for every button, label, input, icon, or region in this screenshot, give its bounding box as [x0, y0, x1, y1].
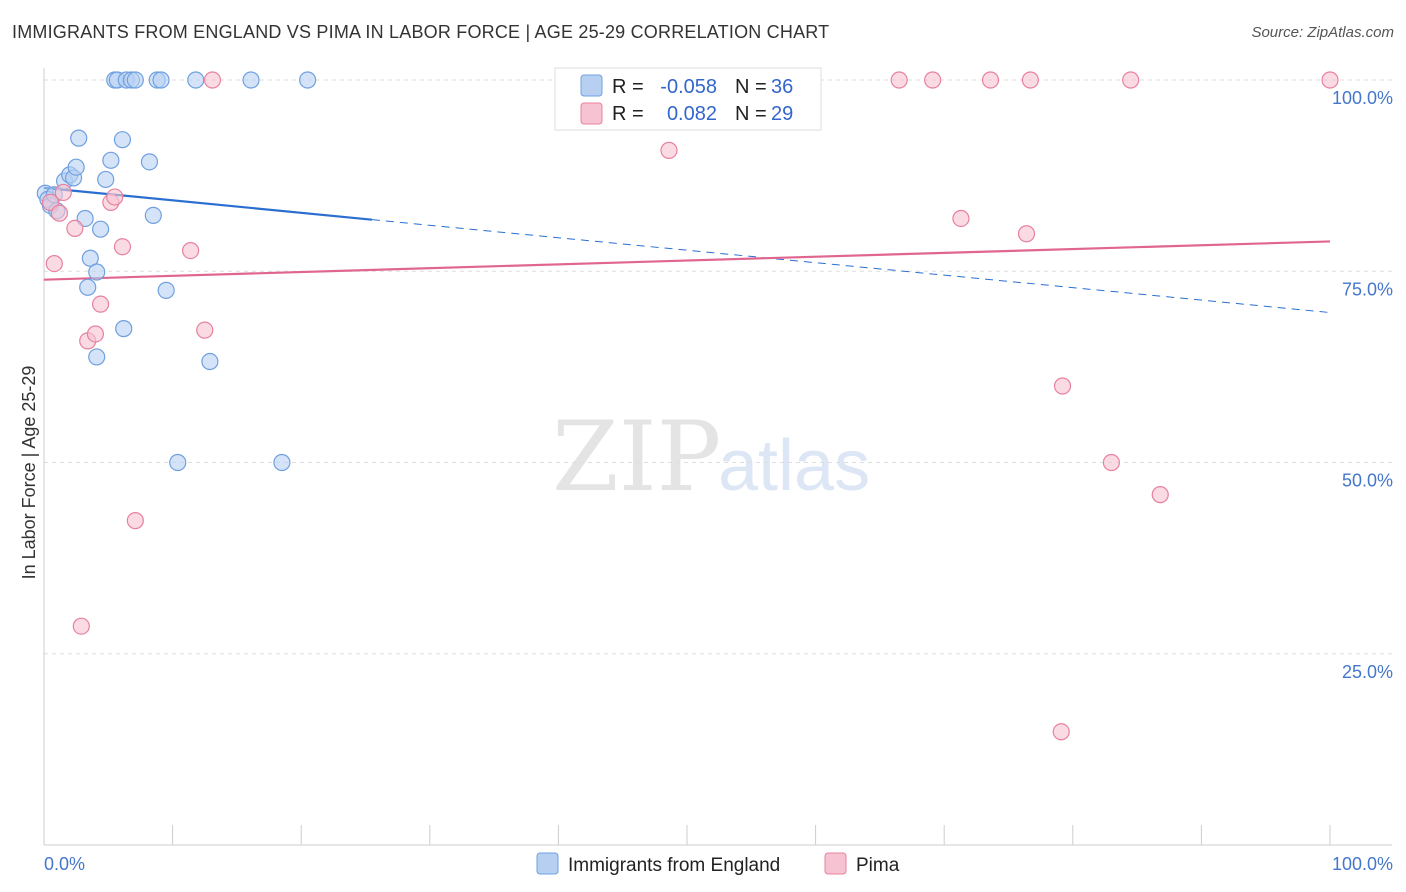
- pima-point-26: [1122, 71, 1140, 89]
- legend-r-value-pima: 0.082: [667, 103, 717, 125]
- england-point-21: [115, 320, 133, 338]
- pima-point-19: [952, 209, 970, 228]
- legend-r-label-pima: R =: [612, 103, 644, 125]
- pima-point-28: [1321, 71, 1339, 89]
- gridlines: [44, 79, 1392, 655]
- bottom-legend-swatch-pima: [824, 852, 847, 875]
- legend-n-value-england: 36: [771, 76, 793, 98]
- trend-lines: [43, 186, 1331, 314]
- pima-point-2: [50, 204, 69, 222]
- x-tick-label-max: 100.0%: [1332, 854, 1393, 874]
- pima-point-25: [1102, 453, 1120, 472]
- pima-point-18: [924, 71, 942, 89]
- chart-title: IMMIGRANTS FROM ENGLAND VS PIMA IN LABOR…: [12, 22, 830, 42]
- england-point-25: [140, 153, 159, 171]
- pima-point-21: [1017, 225, 1036, 243]
- england-point-14: [88, 348, 106, 366]
- england-point-29: [157, 281, 175, 299]
- pima-point-15: [203, 71, 222, 89]
- pima-point-20: [981, 71, 1000, 89]
- england-point-10: [76, 209, 94, 228]
- x-tick-label-min: 0.0%: [44, 854, 85, 874]
- watermark-zip: ZIP: [552, 401, 721, 513]
- england-point-13: [88, 263, 106, 281]
- data-points: [36, 71, 1339, 741]
- pima-point-9: [106, 188, 124, 206]
- england-point-16: [97, 170, 115, 189]
- legend: R = -0.058 N = 36 R = 0.082 N = 29: [554, 67, 822, 131]
- england-point-33: [242, 71, 260, 89]
- england-point-30: [169, 453, 187, 472]
- england-point-26: [144, 206, 162, 225]
- source-credit: Source: ZipAtlas.com: [1251, 24, 1394, 41]
- bottom-legend: Immigrants from England Pima: [536, 852, 900, 876]
- pima-point-3: [54, 183, 72, 202]
- pima-point-16: [660, 141, 678, 159]
- pima-point-12: [72, 617, 90, 635]
- bottom-legend-label-england: Immigrants from England: [568, 855, 780, 876]
- pima-point-14: [196, 321, 214, 339]
- pima-point-22: [1021, 71, 1039, 89]
- england-point-24: [126, 71, 144, 89]
- england-point-31: [187, 71, 205, 89]
- legend-r-label-england: R =: [612, 76, 644, 98]
- pima-point-7: [91, 295, 110, 313]
- england-point-34: [273, 453, 291, 472]
- pima-point-24: [1052, 723, 1070, 741]
- england-point-9: [70, 129, 88, 147]
- y-tick-label-3: 100.0%: [1332, 88, 1393, 108]
- england-point-28: [152, 71, 170, 89]
- pima-point-13: [182, 241, 200, 260]
- legend-swatch-pima: [580, 102, 603, 125]
- pima-point-27: [1151, 486, 1169, 504]
- pima-point-10: [113, 238, 132, 256]
- england-point-8: [67, 158, 85, 176]
- axes: [43, 68, 1392, 846]
- watermark-atlas: atlas: [718, 426, 870, 506]
- x-tick-labels: 0.0% 100.0%: [44, 854, 1393, 874]
- watermark: ZIP atlas: [552, 401, 870, 513]
- england-point-15: [91, 220, 110, 238]
- y-tick-label-1: 50.0%: [1342, 471, 1393, 491]
- legend-n-value-pima: 29: [771, 103, 793, 125]
- pima-point-11: [126, 512, 144, 530]
- legend-swatch-england: [580, 74, 603, 97]
- pima-point-4: [66, 219, 84, 238]
- pima-point-6: [86, 325, 105, 343]
- legend-n-label-england: N =: [735, 76, 767, 98]
- england-point-17: [102, 151, 120, 169]
- legend-r-value-england: -0.058: [660, 76, 717, 98]
- legend-n-label-pima: N =: [735, 103, 767, 125]
- england-point-20: [113, 131, 132, 149]
- y-tick-label-2: 75.0%: [1342, 279, 1393, 299]
- bottom-legend-swatch-england: [536, 852, 559, 875]
- y-axis-label: In Labor Force | Age 25-29: [19, 366, 39, 580]
- england-point-11: [79, 278, 97, 296]
- pima-point-1: [45, 255, 63, 273]
- england-point-35: [299, 71, 317, 89]
- england-trend-solid: [43, 186, 373, 221]
- bottom-legend-label-pima: Pima: [856, 855, 900, 876]
- england-point-32: [201, 352, 219, 371]
- y-tick-labels: 25.0% 50.0% 75.0% 100.0%: [1332, 88, 1393, 682]
- pima-point-23: [1053, 377, 1072, 395]
- pima-point-17: [890, 71, 908, 89]
- england-point-12: [81, 249, 99, 267]
- y-tick-label-0: 25.0%: [1342, 662, 1393, 682]
- pima-trend: [43, 240, 1331, 281]
- england-trend-dashed: [371, 219, 1331, 314]
